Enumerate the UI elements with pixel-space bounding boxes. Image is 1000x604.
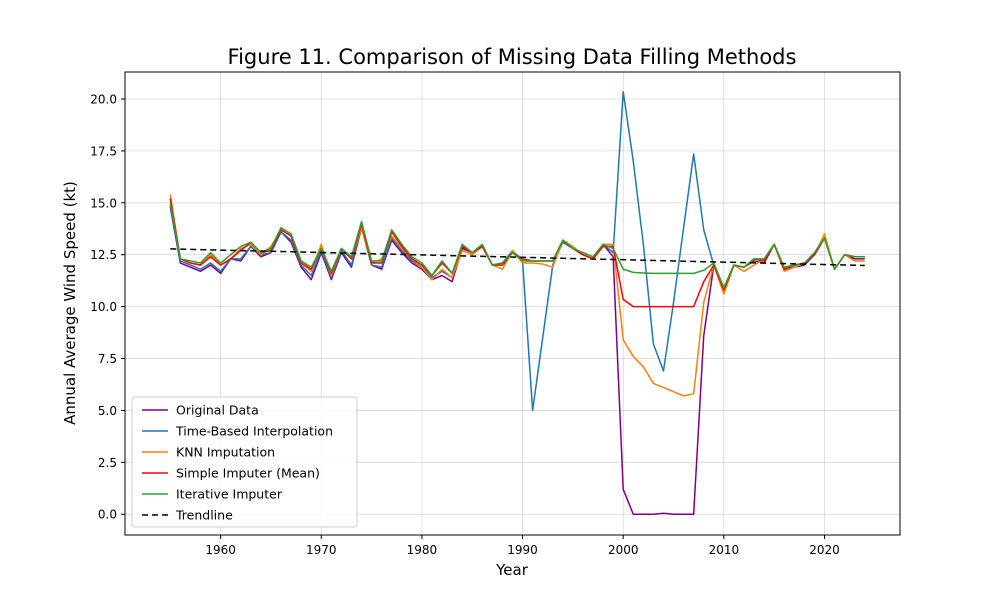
x-tick-label: 2020 [809, 543, 840, 557]
legend-label: Simple Imputer (Mean) [176, 466, 320, 481]
legend-box [131, 396, 358, 528]
y-tick-label: 2.5 [98, 456, 117, 470]
axes: 1960 1970 1980 1990 2000 2010 2020 0.0 2.5 5.0 7.5… [90, 92, 840, 557]
x-tick-label: 1970 [306, 543, 337, 557]
x-tick-label: 2010 [709, 543, 740, 557]
y-axis-label: Annual Average Wind Speed (kt) [61, 181, 79, 425]
legend-label: KNN Imputation [176, 445, 275, 460]
legend: Original Data Time-Based Interpolation KNN… [131, 396, 358, 528]
x-tick-label: 1980 [407, 543, 438, 557]
y-tick-label: 7.5 [98, 352, 117, 366]
y-tick-label: 10.0 [90, 300, 117, 314]
y-tick-label: 20.0 [90, 92, 117, 106]
series-line-2 [169, 194, 865, 397]
series-lines [169, 90, 865, 515]
chart-title: Figure 11. Comparison of Missing Data Fi… [228, 45, 797, 69]
grid [125, 72, 900, 535]
series-line-3 [169, 198, 865, 308]
x-axis-label: Year [495, 561, 529, 579]
x-tick-label: 1990 [507, 543, 538, 557]
x-tick-label: 2000 [608, 543, 639, 557]
legend-label: Time-Based Interpolation [175, 424, 333, 439]
y-tick-label: 15.0 [90, 196, 117, 210]
series-line-5 [170, 248, 865, 267]
legend-label: Trendline [175, 508, 233, 523]
legend-label: Iterative Imputer [176, 487, 283, 502]
legend-label: Original Data [176, 403, 259, 418]
y-tick-label: 12.5 [90, 248, 117, 262]
plot-frame [124, 71, 901, 536]
y-tick-label: 0.0 [98, 508, 117, 522]
series-line-4 [169, 202, 865, 289]
x-tick-label: 1960 [205, 543, 236, 557]
y-tick-label: 17.5 [90, 144, 117, 158]
y-tick-label: 5.0 [98, 404, 117, 418]
